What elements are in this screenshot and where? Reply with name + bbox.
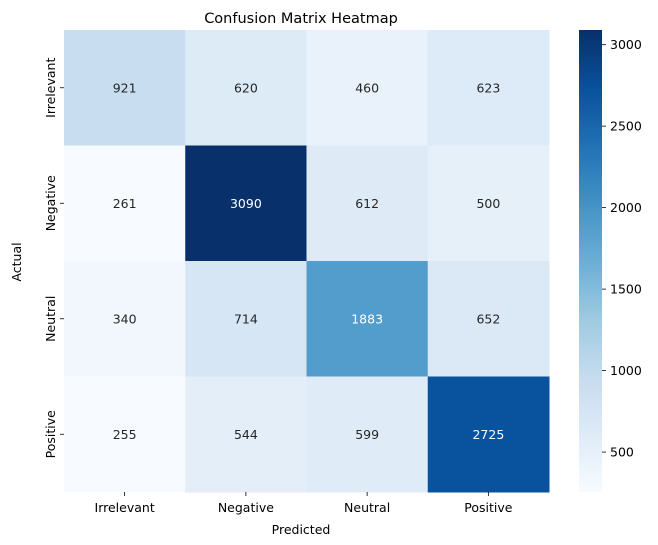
heatmap-cell — [427, 145, 550, 262]
y-tick-label: Irrelevant — [43, 58, 58, 118]
colorbar-tick-label: 2000 — [610, 200, 642, 215]
heatmap-cell — [306, 145, 429, 262]
cell-value-label: 620 — [234, 80, 258, 95]
y-tick-label: Positive — [43, 410, 58, 458]
chart-title: Confusion Matrix Heatmap — [204, 11, 398, 27]
heatmap-cells: 921 620 460 623 261 3090 612 500 340 714 1883 652 25… — [64, 30, 550, 493]
y-tick-label: Negative — [43, 175, 58, 231]
cell-value-label: 500 — [476, 196, 500, 211]
cell-value-label: 2725 — [472, 427, 504, 442]
x-tick-label: Negative — [218, 500, 274, 515]
y-axis-ticks: Irrelevant Negative Neutral Positive — [43, 58, 64, 458]
cell-value-label: 652 — [476, 311, 500, 326]
heatmap-cell — [427, 30, 550, 146]
cell-value-label: 460 — [355, 80, 379, 95]
heatmap-cell — [185, 30, 307, 146]
colorbar-tick-label: 500 — [610, 445, 634, 460]
colorbar-tick-label: 3000 — [610, 37, 642, 52]
x-tick-label: Positive — [464, 500, 512, 515]
heatmap-cell — [306, 376, 429, 493]
heatmap-cell — [306, 261, 429, 377]
heatmap-cell — [427, 376, 550, 493]
y-tick-label: Neutral — [43, 296, 58, 342]
heatmap-cell — [64, 30, 186, 146]
cell-value-label: 544 — [234, 427, 258, 442]
heatmap-cell — [185, 145, 307, 262]
cell-value-label: 714 — [234, 311, 258, 326]
cell-value-label: 3090 — [230, 196, 262, 211]
x-tick-label: Irrelevant — [95, 500, 155, 515]
cell-value-label: 612 — [355, 196, 379, 211]
x-axis-ticks: Irrelevant Negative Neutral Positive — [95, 492, 513, 515]
colorbar-tick-label: 1000 — [610, 363, 642, 378]
heatmap-cell — [64, 376, 186, 493]
cell-value-label: 261 — [113, 196, 137, 211]
cell-value-label: 1883 — [351, 311, 383, 326]
heatmap-cell — [427, 261, 550, 377]
cell-value-label: 921 — [113, 80, 137, 95]
heatmap-cell — [185, 261, 307, 377]
heatmap-cell — [64, 145, 186, 262]
cell-value-label: 255 — [113, 427, 137, 442]
x-tick-label: Neutral — [344, 500, 390, 515]
colorbar — [579, 30, 602, 492]
colorbar-ticks: 500 1000 1500 2000 2500 3000 — [602, 37, 642, 460]
heatmap-cell — [306, 30, 429, 146]
heatmap-cell — [185, 376, 307, 493]
cell-value-label: 623 — [476, 80, 500, 95]
cell-value-label: 599 — [355, 427, 379, 442]
colorbar-tick-label: 2500 — [610, 119, 642, 134]
colorbar-tick-label: 1500 — [610, 282, 642, 297]
heatmap-cell — [64, 261, 186, 377]
x-axis-label: Predicted — [272, 522, 331, 537]
cell-value-label: 340 — [113, 311, 137, 326]
y-axis-label: Actual — [9, 242, 24, 281]
